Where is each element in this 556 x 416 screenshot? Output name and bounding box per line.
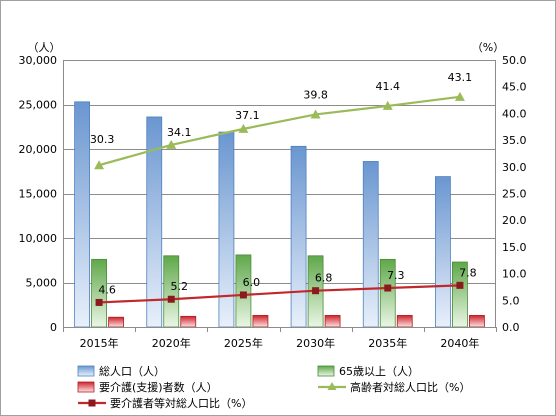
legend-label-care-recipients: 要介護(支援)者数（人） bbox=[99, 380, 218, 394]
axes bbox=[63, 60, 497, 332]
legend-label-care-ratio: 要介護者等対総人口比（%） bbox=[110, 396, 252, 410]
bar bbox=[362, 161, 379, 328]
legend-swatch-aged-65-plus bbox=[317, 365, 335, 377]
right-axis-tick-label: 20.0 bbox=[502, 214, 527, 227]
data-label: 5.2 bbox=[171, 280, 189, 293]
right-axis-tick-label: 45.0 bbox=[502, 81, 527, 94]
category-label: 2015年 bbox=[80, 336, 119, 350]
left-axis-tick-label: 20,000 bbox=[19, 143, 58, 156]
series-line bbox=[99, 284, 460, 304]
legend-swatch-care-recipients bbox=[77, 381, 95, 393]
bar bbox=[469, 315, 485, 328]
bar bbox=[324, 315, 341, 328]
legend-marker-care-ratio bbox=[88, 399, 96, 407]
legend-label-total-population: 総人口（人） bbox=[99, 364, 165, 378]
gridlines bbox=[63, 60, 496, 284]
right-axis-tick-label: 5.0 bbox=[502, 294, 520, 307]
left-axis-tick-label: 10,000 bbox=[19, 232, 58, 245]
category-label: 2040年 bbox=[440, 336, 479, 350]
bar bbox=[396, 315, 413, 328]
bar bbox=[108, 316, 124, 328]
category-label: 2020年 bbox=[152, 336, 191, 350]
bar bbox=[74, 101, 90, 328]
data-point-marker bbox=[384, 284, 392, 292]
right-axis-tick-label: 10.0 bbox=[502, 268, 527, 281]
right-axis-tick-label: 40.0 bbox=[502, 107, 527, 120]
left-axis-ticks: 0 5,000 10,000 15,000 20,000 25,000 30,000 bbox=[19, 54, 58, 334]
right-axis-tick-label: 50.0 bbox=[502, 54, 527, 67]
data-label: 6.0 bbox=[243, 276, 261, 289]
data-label: 30.3 bbox=[90, 133, 115, 146]
data-point-marker bbox=[312, 287, 320, 295]
category-label: 2025年 bbox=[224, 336, 263, 350]
bar bbox=[235, 254, 252, 328]
data-point-marker bbox=[166, 139, 177, 149]
legend-swatch-total-population bbox=[77, 365, 95, 377]
left-axis-tick-label: 0 bbox=[50, 321, 57, 334]
bar bbox=[180, 315, 197, 328]
left-axis-tick-label: 30,000 bbox=[19, 54, 58, 67]
bar bbox=[290, 145, 307, 328]
bar bbox=[435, 176, 451, 328]
data-label: 41.4 bbox=[376, 80, 401, 93]
data-label: 6.8 bbox=[315, 272, 333, 285]
legend-label-aged-65-plus: 65歳以上（人） bbox=[339, 365, 419, 378]
category-label: 2035年 bbox=[368, 336, 407, 350]
data-point-marker bbox=[238, 123, 249, 133]
right-axis-ticks: 0.0 5.0 10.0 15.0 20.0 25.0 30.0 35.0 40.0 45.0 50… bbox=[502, 54, 527, 334]
right-axis-tick-label: 0.0 bbox=[502, 321, 520, 334]
data-label: 4.6 bbox=[98, 283, 116, 296]
left-axis-unit-label: （人） bbox=[28, 41, 61, 54]
left-axis-tick-label: 5,000 bbox=[26, 277, 58, 290]
data-point-marker bbox=[95, 298, 103, 306]
legend: 総人口（人） 65歳以上（人） 要介護(支援)者数（人） 高齢者対総人口比（%）… bbox=[77, 364, 470, 410]
bar-series bbox=[74, 101, 485, 328]
right-axis-unit-label: （%） bbox=[472, 41, 504, 54]
data-point-marker bbox=[454, 91, 465, 101]
right-axis-tick-label: 15.0 bbox=[502, 241, 527, 254]
left-axis-tick-label: 15,000 bbox=[19, 188, 58, 201]
data-label: 39.8 bbox=[303, 88, 328, 101]
data-label: 34.1 bbox=[167, 126, 192, 139]
right-axis-tick-label: 30.0 bbox=[502, 161, 527, 174]
data-label: 43.1 bbox=[448, 71, 473, 84]
right-axis-tick-label: 25.0 bbox=[502, 188, 527, 201]
right-axis-tick-label: 35.0 bbox=[502, 134, 527, 147]
category-label: 2030年 bbox=[296, 336, 335, 350]
data-labels: 30.3 34.1 37.1 39.8 41.4 43.1 4.6 5.2 6.0 6.8 7.3 7… bbox=[90, 71, 477, 297]
bar bbox=[252, 315, 269, 328]
series-line bbox=[98, 95, 461, 167]
left-axis-tick-label: 25,000 bbox=[19, 99, 58, 112]
bar bbox=[218, 131, 235, 328]
data-point-marker bbox=[239, 291, 247, 299]
legend-marker-elderly-ratio bbox=[327, 382, 337, 390]
data-label: 7.3 bbox=[387, 269, 405, 282]
data-point-marker bbox=[167, 295, 175, 303]
line-series bbox=[94, 91, 465, 306]
data-point-marker bbox=[94, 160, 105, 170]
data-point-marker bbox=[382, 100, 393, 110]
data-label: 7.8 bbox=[459, 266, 477, 279]
data-label: 37.1 bbox=[235, 109, 260, 122]
category-axis-labels: 2015年 2020年 2025年 2030年 2035年 2040年 bbox=[80, 336, 480, 350]
data-point-marker bbox=[310, 109, 321, 119]
legend-label-elderly-ratio: 高齢者対総人口比（%） bbox=[350, 380, 470, 394]
data-point-marker bbox=[456, 281, 464, 289]
